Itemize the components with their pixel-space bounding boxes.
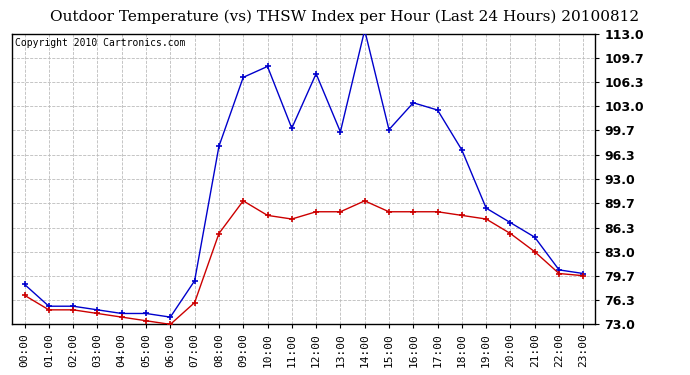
Text: Outdoor Temperature (vs) THSW Index per Hour (Last 24 Hours) 20100812: Outdoor Temperature (vs) THSW Index per … xyxy=(50,9,640,24)
Text: Copyright 2010 Cartronics.com: Copyright 2010 Cartronics.com xyxy=(15,38,186,48)
